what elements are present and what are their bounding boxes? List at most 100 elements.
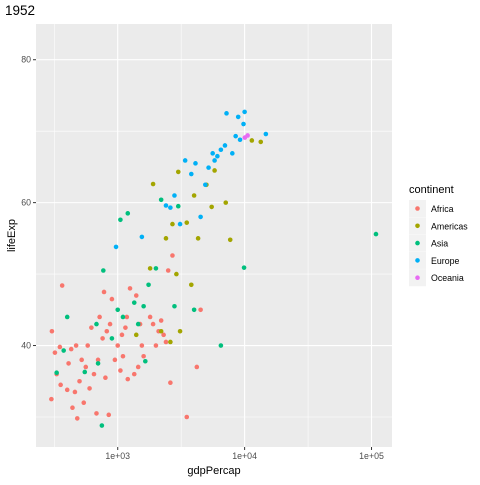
- data-point-asia: [82, 369, 88, 375]
- data-point-americas: [191, 193, 197, 198]
- legend-marker-americas: [415, 223, 420, 229]
- data-point-europe: [222, 143, 228, 148]
- legend-label-americas: Americas: [431, 221, 468, 231]
- data-point-africa: [104, 328, 110, 334]
- data-point-africa: [58, 382, 63, 388]
- data-point-africa: [89, 325, 94, 330]
- data-point-africa: [97, 314, 102, 320]
- data-point-asia: [95, 361, 101, 366]
- legend-marker-oceania: [415, 275, 420, 281]
- legend-title: continent: [409, 184, 454, 196]
- data-point-africa: [59, 283, 65, 288]
- data-points: [49, 109, 379, 428]
- data-point-asia: [218, 343, 224, 348]
- data-point-europe: [198, 214, 203, 220]
- data-point-africa: [64, 387, 70, 393]
- data-point-africa: [115, 343, 121, 348]
- data-point-asia: [158, 197, 164, 203]
- data-point-africa: [139, 343, 145, 348]
- data-point-africa: [125, 376, 131, 382]
- data-point-africa: [133, 293, 139, 298]
- data-point-africa: [127, 286, 133, 291]
- data-point-americas: [249, 138, 255, 143]
- data-point-europe: [233, 133, 238, 139]
- data-point-africa: [161, 332, 166, 338]
- data-point-asia: [109, 336, 115, 341]
- data-point-asia: [118, 217, 123, 223]
- legend-marker-europe: [415, 258, 420, 263]
- data-point-asia: [135, 321, 141, 327]
- x-axis-label: gdpPercap: [187, 465, 240, 477]
- data-point-europe: [235, 114, 241, 120]
- x-tick-label: 1e+05: [359, 451, 384, 461]
- data-point-africa: [66, 361, 71, 366]
- data-point-africa: [135, 364, 141, 370]
- data-point-americas: [150, 181, 156, 187]
- data-point-africa: [77, 378, 82, 384]
- data-point-africa: [118, 368, 123, 373]
- data-point-africa: [153, 343, 159, 348]
- data-point-africa: [73, 343, 79, 348]
- legend-label-africa: Africa: [431, 204, 454, 214]
- data-point-americas: [168, 339, 173, 345]
- data-point-oceania: [245, 133, 250, 138]
- data-point-asia: [54, 370, 59, 375]
- data-point-africa: [119, 332, 125, 338]
- data-point-americas: [184, 220, 190, 225]
- legend-label-europe: Europe: [431, 256, 459, 266]
- data-point-asia: [94, 321, 99, 327]
- data-point-africa: [52, 350, 58, 355]
- x-tick-label: 1e+03: [105, 451, 130, 461]
- data-point-americas: [158, 328, 164, 334]
- y-tick-label: 80: [21, 55, 31, 65]
- legend-label-asia: Asia: [431, 239, 448, 249]
- plot-panel: [36, 24, 392, 447]
- data-point-europe: [189, 171, 194, 177]
- data-point-asia: [120, 314, 126, 320]
- legend-marker-africa: [415, 206, 420, 211]
- data-point-europe: [182, 158, 188, 163]
- x-tick-label: 1e+04: [232, 451, 257, 461]
- data-point-europe: [237, 137, 243, 143]
- data-point-asia: [191, 307, 197, 313]
- data-point-europe: [206, 165, 211, 170]
- legend-marker-asia: [415, 240, 420, 246]
- data-point-africa: [107, 321, 113, 327]
- data-point-asia: [241, 265, 247, 270]
- data-point-africa: [49, 328, 55, 334]
- data-point-africa: [168, 380, 173, 385]
- data-point-africa: [95, 357, 101, 363]
- data-point-europe: [177, 221, 183, 227]
- data-point-africa: [83, 364, 89, 370]
- data-point-africa: [131, 371, 137, 377]
- legend: continent Africa Americas Asia Europe Oceani…: [409, 184, 468, 287]
- data-point-americas: [174, 271, 179, 277]
- data-point-asia: [99, 423, 105, 428]
- data-point-africa: [57, 344, 63, 350]
- data-point-africa: [106, 412, 112, 418]
- data-point-europe: [172, 193, 177, 198]
- data-point-africa: [94, 411, 99, 416]
- data-point-asia: [143, 358, 148, 364]
- data-point-europe: [215, 153, 220, 159]
- data-point-africa: [141, 353, 146, 359]
- data-point-americas: [212, 168, 217, 173]
- chart-title: 1952: [5, 3, 35, 18]
- data-point-africa: [147, 314, 153, 320]
- data-point-asia: [175, 203, 181, 209]
- data-point-asia: [146, 282, 151, 288]
- data-point-asia: [373, 231, 379, 237]
- data-point-africa: [100, 336, 105, 341]
- data-point-asia: [141, 303, 146, 309]
- data-point-africa: [150, 321, 156, 327]
- data-point-americas: [177, 328, 183, 334]
- data-point-africa: [68, 346, 74, 352]
- y-axis-label: lifeExp: [6, 219, 18, 252]
- data-point-europe: [242, 109, 247, 115]
- data-point-europe: [230, 151, 235, 156]
- data-point-africa: [109, 296, 115, 302]
- data-point-europe: [139, 234, 145, 240]
- data-point-asia: [172, 303, 177, 309]
- data-point-asia: [64, 314, 70, 320]
